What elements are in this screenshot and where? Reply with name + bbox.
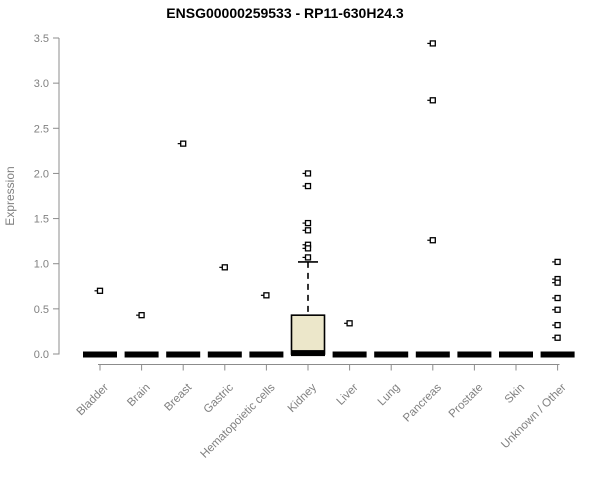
x-tick-label: Prostate (447, 382, 486, 421)
box (290, 314, 326, 355)
x-tick-label: Pancreas (401, 381, 444, 424)
y-tick-label: 3.5 (34, 33, 49, 45)
outlier-point (138, 312, 145, 319)
x-tick-label: Hematopoietic cells (199, 381, 278, 460)
collapsed-box (499, 351, 533, 358)
outlier-point (263, 292, 270, 299)
outlier-point (554, 279, 561, 286)
outlier-point (304, 227, 312, 234)
x-tick-label: Breast (162, 381, 195, 414)
outlier-point (304, 182, 312, 190)
collapsed-box (249, 351, 284, 358)
x-tick-label: Liver (335, 382, 361, 408)
outlier-point (429, 40, 436, 47)
collapsed-box (415, 351, 450, 358)
y-tick-label: 1.5 (34, 214, 49, 226)
y-tick-label: 0.0 (34, 349, 49, 361)
outlier-point (304, 219, 312, 227)
outlier-point (554, 258, 561, 266)
x-tick-label: Bladder (75, 382, 112, 419)
collapsed-box (166, 351, 201, 358)
y-tick-label: 1.0 (34, 259, 49, 271)
chart-title: ENSG00000259533 - RP11-630H24.3 (166, 5, 404, 21)
outlier-point (554, 321, 561, 329)
y-tick-label: 3.0 (34, 78, 49, 90)
outlier-point (221, 264, 228, 271)
outlier-point (346, 320, 353, 327)
collapsed-box (83, 351, 117, 358)
collapsed-box (332, 351, 367, 358)
collapsed-box (124, 351, 159, 358)
outlier-point (304, 170, 312, 177)
collapsed-box (374, 351, 409, 358)
y-tick-label: 0.5 (34, 304, 49, 316)
y-tick-label: 2.5 (34, 123, 49, 135)
outlier-point (304, 245, 312, 252)
x-tick-label: Brain (125, 382, 152, 409)
y-tick-label: 2.0 (34, 168, 49, 180)
collapsed-box (540, 351, 575, 358)
x-tick-label: Gastric (202, 381, 236, 415)
x-tick-label: Kidney (286, 381, 320, 415)
outlier-point (180, 140, 187, 147)
outlier-point (429, 237, 436, 244)
median-bar (291, 350, 325, 357)
outlier-point (554, 294, 561, 302)
x-tick-label: Lung (376, 382, 403, 409)
outlier-point (429, 97, 436, 104)
x-tick-label: Skin (503, 382, 527, 406)
outlier-point (554, 306, 561, 313)
outlier-point (554, 334, 561, 341)
collapsed-box (207, 351, 242, 358)
outlier-point (304, 254, 312, 261)
outlier-point (96, 287, 104, 294)
y-axis-label: Expression (3, 166, 17, 225)
collapsed-box (457, 351, 492, 358)
